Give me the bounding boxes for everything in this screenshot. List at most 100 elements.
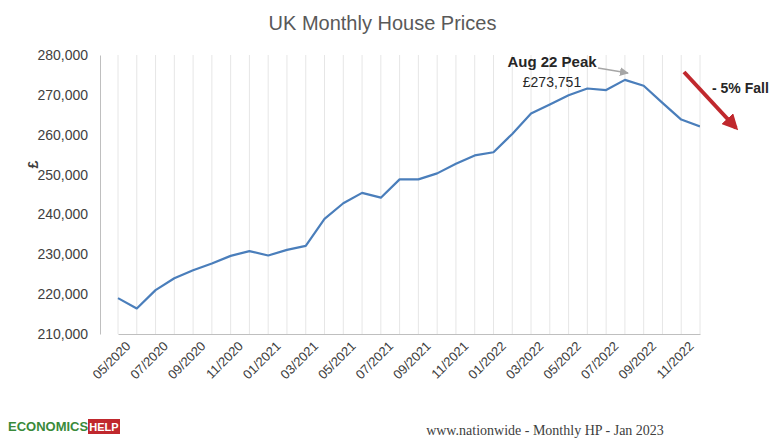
- logo-box: [88, 419, 120, 434]
- grid-line: [230, 55, 231, 334]
- tick-label: 09/2022: [615, 338, 659, 382]
- grid-line: [474, 55, 475, 334]
- grid-line: [380, 55, 381, 334]
- tick: 09/2020: [165, 334, 209, 382]
- grid-line: [606, 55, 607, 334]
- tick-label: 03/2022: [503, 338, 547, 382]
- tick-label: 11/2020: [203, 338, 246, 381]
- tick: 07/2020: [127, 334, 171, 382]
- tick: 07/2022: [578, 334, 622, 382]
- tick: 250,000: [37, 167, 100, 183]
- tick-label: 260,000: [37, 127, 88, 143]
- grid-line: [418, 55, 419, 334]
- tick-label: 05/2022: [540, 338, 584, 382]
- logo-text: HELP: [89, 421, 118, 433]
- tick: 03/2022: [503, 334, 547, 382]
- tick: 09/2021: [390, 334, 434, 382]
- tick: 01/2021: [240, 334, 284, 382]
- annotation: - 5% Fall: [712, 80, 769, 96]
- plot-area: 210,000 220,000 230,000 240,000 250,000 260,0…: [37, 47, 700, 382]
- series: [118, 80, 700, 309]
- grid-line: [549, 55, 550, 334]
- title: UK Monthly House Prices: [269, 12, 497, 34]
- grid-line: [211, 55, 212, 334]
- grid-line: [305, 55, 306, 334]
- tick-label: 230,000: [37, 246, 88, 262]
- source: www.nationwide - Monthly HP - Jan 2023: [426, 423, 664, 438]
- tick-label: 03/2021: [277, 338, 321, 382]
- tick: 220,000: [37, 286, 100, 302]
- tick: 07/2021: [352, 334, 396, 382]
- grid-line: [136, 55, 137, 334]
- annotation: Aug 22 Peak: [507, 53, 597, 70]
- logo: ECONOMICSHELP: [8, 419, 120, 434]
- grid-line: [681, 55, 682, 334]
- axis-line: [100, 56, 101, 335]
- tick: 05/2020: [90, 334, 134, 382]
- tick: 230,000: [37, 246, 100, 262]
- axis-title: £: [25, 160, 41, 168]
- tick-label: 05/2021: [315, 338, 359, 382]
- tick-label: 11/2022: [654, 338, 697, 381]
- tick-label: 07/2021: [352, 338, 396, 382]
- grid-line: [174, 55, 175, 334]
- grid-line: [624, 55, 625, 334]
- logo-text: ECONOMICS: [8, 419, 89, 434]
- y-axis: 210,000 220,000 230,000 240,000 250,000 260,0…: [37, 47, 100, 342]
- grid-line: [362, 55, 363, 334]
- line: [118, 80, 700, 309]
- grid-line: [568, 55, 569, 334]
- tick-label: 270,000: [37, 87, 88, 103]
- grid-line: [399, 55, 400, 334]
- tick: 11/2021: [428, 334, 471, 382]
- grid-line: [268, 55, 269, 334]
- tick: 09/2022: [615, 334, 659, 382]
- grid-line: [455, 55, 456, 334]
- tick: 270,000: [37, 87, 100, 103]
- tick-label: 240,000: [37, 206, 88, 222]
- grid-line: [512, 55, 513, 334]
- tick-label: 01/2022: [465, 338, 509, 382]
- tick: 05/2022: [540, 334, 584, 382]
- chart: UK Monthly House Prices 210,000 220,000 230…: [0, 0, 769, 447]
- grid-line: [286, 55, 287, 334]
- tick: 11/2022: [654, 334, 697, 382]
- grid-line: [643, 55, 644, 334]
- tick-label: 07/2022: [578, 338, 622, 382]
- grid-line: [118, 55, 119, 334]
- grid-line: [587, 55, 588, 334]
- tick: 240,000: [37, 206, 100, 222]
- tick-label: 210,000: [37, 326, 88, 342]
- grid-line: [662, 55, 663, 334]
- grid-line: [193, 55, 194, 334]
- grid-line: [343, 55, 344, 334]
- grid-line: [155, 55, 156, 334]
- tick-label: 11/2021: [428, 338, 471, 381]
- tick-label: 250,000: [37, 167, 88, 183]
- annotation-arrow: [598, 68, 628, 73]
- grid-line: [324, 55, 325, 334]
- grid-line: [249, 55, 250, 334]
- tick: 260,000: [37, 127, 100, 143]
- grid: [118, 55, 700, 334]
- tick: 05/2021: [315, 334, 359, 382]
- tick-label: 09/2020: [165, 338, 209, 382]
- tick-label: 220,000: [37, 286, 88, 302]
- tick: 03/2021: [277, 334, 321, 382]
- grid-line: [531, 55, 532, 334]
- axis-line: [119, 334, 701, 335]
- tick: 280,000: [37, 47, 100, 63]
- tick: 210,000: [37, 326, 100, 342]
- grid-line: [437, 55, 438, 334]
- tick-label: 01/2021: [240, 338, 284, 382]
- tick-label: 280,000: [37, 47, 88, 63]
- tick-label: 07/2020: [127, 338, 171, 382]
- grid-line: [700, 55, 701, 334]
- tick-label: 05/2020: [90, 338, 134, 382]
- tick-label: 09/2021: [390, 338, 434, 382]
- x-axis: 05/202007/202009/202011/202001/202103/20…: [90, 334, 701, 382]
- tick: 01/2022: [465, 334, 509, 382]
- grid-line: [493, 55, 494, 334]
- tick: 11/2020: [203, 334, 246, 382]
- annotation: £273,751: [523, 74, 582, 90]
